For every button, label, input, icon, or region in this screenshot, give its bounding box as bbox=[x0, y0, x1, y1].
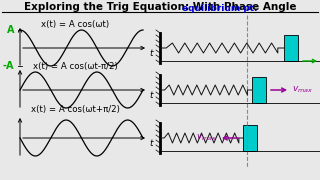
Text: t: t bbox=[149, 139, 153, 148]
Text: Exploring the Trig Equation: With Phase Angle: Exploring the Trig Equation: With Phase … bbox=[24, 2, 296, 12]
Text: equilibrium pt.: equilibrium pt. bbox=[182, 4, 258, 13]
Text: x(t) = A cos(ωt-π/2): x(t) = A cos(ωt-π/2) bbox=[33, 62, 117, 71]
Bar bbox=[243, 125, 257, 151]
Text: -A: -A bbox=[3, 61, 14, 71]
Text: x(t) = A cos(ωt+π/2): x(t) = A cos(ωt+π/2) bbox=[31, 105, 119, 114]
Text: t: t bbox=[149, 91, 153, 100]
Bar bbox=[252, 77, 266, 103]
Text: A: A bbox=[6, 25, 14, 35]
Text: t: t bbox=[149, 49, 153, 58]
Text: x(t) = A cos(ωt): x(t) = A cos(ωt) bbox=[41, 20, 109, 29]
Bar bbox=[284, 35, 298, 61]
Text: $v_{max}$: $v_{max}$ bbox=[196, 133, 217, 143]
Text: $v_{max}$: $v_{max}$ bbox=[292, 85, 313, 95]
